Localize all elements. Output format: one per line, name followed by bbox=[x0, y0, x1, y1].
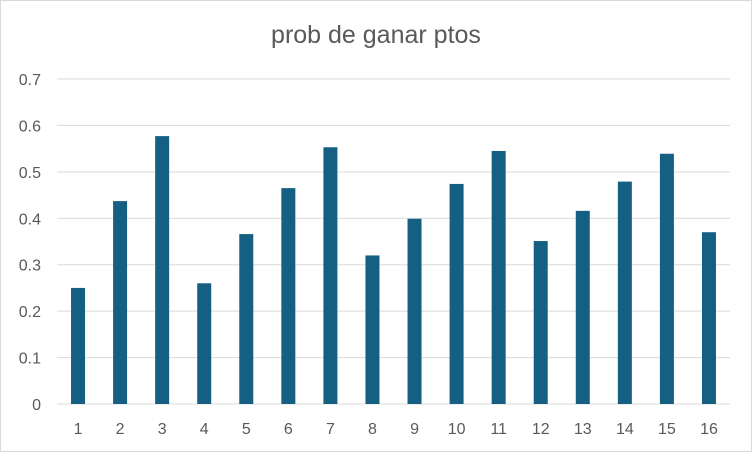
x-tick-label: 1 bbox=[74, 421, 83, 438]
bar-14 bbox=[617, 181, 632, 404]
bar-4 bbox=[197, 283, 212, 404]
bar-10 bbox=[449, 183, 464, 404]
bar-16 bbox=[701, 232, 716, 404]
y-tick-label: 0.1 bbox=[19, 351, 41, 368]
y-tick-label: 0.2 bbox=[19, 304, 41, 321]
bar-15 bbox=[659, 153, 674, 404]
y-tick-label: 0 bbox=[32, 397, 41, 414]
x-tick-label: 14 bbox=[616, 421, 634, 438]
bar-2 bbox=[113, 201, 128, 404]
bar-11 bbox=[491, 150, 506, 404]
x-tick-label: 12 bbox=[532, 421, 550, 438]
bar-1 bbox=[71, 287, 86, 404]
x-tick-label: 13 bbox=[574, 421, 592, 438]
x-tick-label: 10 bbox=[448, 421, 466, 438]
y-tick-label: 0.6 bbox=[19, 118, 41, 135]
x-tick-label: 6 bbox=[284, 421, 293, 438]
bar-3 bbox=[155, 136, 170, 404]
x-tick-label: 3 bbox=[158, 421, 167, 438]
bar-9 bbox=[407, 218, 422, 404]
x-tick-label: 15 bbox=[658, 421, 676, 438]
y-tick-label: 0.4 bbox=[19, 211, 41, 228]
bar-6 bbox=[281, 188, 296, 404]
y-tick-label: 0.7 bbox=[19, 72, 41, 89]
x-tick-label: 2 bbox=[116, 421, 125, 438]
x-tick-label: 5 bbox=[242, 421, 251, 438]
bar-12 bbox=[533, 241, 548, 404]
bar-5 bbox=[239, 234, 254, 404]
y-tick-label: 0.3 bbox=[19, 258, 41, 275]
x-tick-label: 16 bbox=[700, 421, 718, 438]
bar-8 bbox=[365, 255, 380, 404]
chart-title: prob de ganar ptos bbox=[271, 21, 481, 49]
x-tick-label: 7 bbox=[326, 421, 335, 438]
y-tick-label: 0.5 bbox=[19, 165, 41, 182]
x-tick-label: 11 bbox=[490, 421, 507, 438]
x-tick-label: 9 bbox=[410, 421, 419, 438]
bar-13 bbox=[575, 210, 590, 404]
bar-7 bbox=[323, 147, 338, 404]
x-tick-label: 8 bbox=[368, 421, 377, 438]
x-tick-label: 4 bbox=[200, 421, 209, 438]
